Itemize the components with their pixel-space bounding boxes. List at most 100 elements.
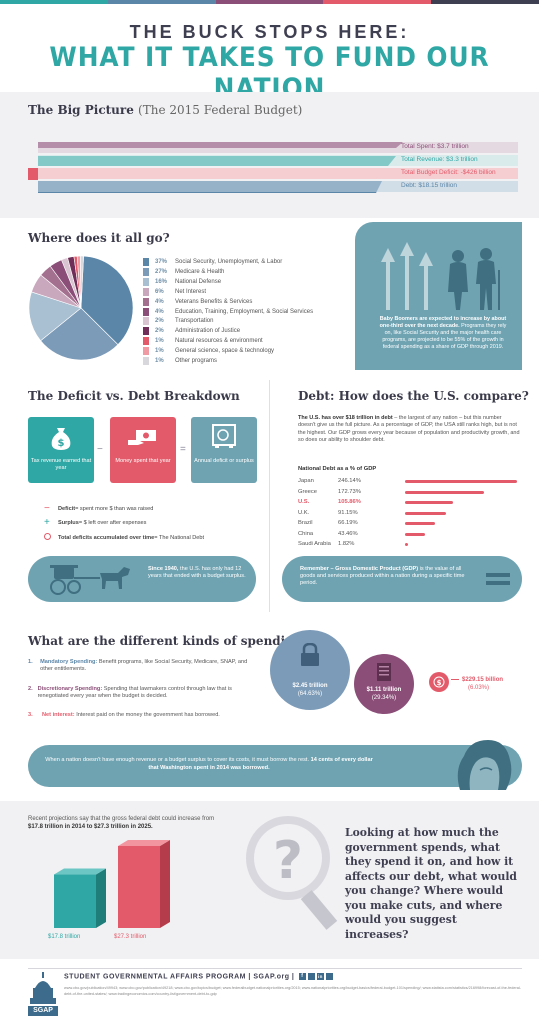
gdp-reminder-panel [282, 556, 522, 602]
circle-icon [44, 533, 58, 542]
debt-chart-value: 1.82% [338, 541, 355, 547]
spending-pie [28, 255, 134, 361]
gdp-reminder-bold: Remember – Gross Domestic Product (GDP) [300, 566, 419, 572]
document-icon [377, 663, 391, 681]
revenue-bar-track [38, 155, 518, 166]
debt-chart-bar [405, 480, 517, 483]
money-spent-label: Money spent that year [115, 458, 171, 464]
projection-column [54, 868, 106, 928]
borrowing-panel [28, 745, 522, 787]
pie-slice [28, 291, 82, 342]
spending-kinds-title: What are the different kinds of spending… [28, 634, 310, 648]
spent-bar-track [38, 142, 518, 153]
magnifying-glass-icon: ? [246, 816, 338, 930]
debt-key-bold: Total deficits accumulated over time [58, 534, 155, 541]
closing-question: Looking at how much the government spend… [345, 826, 517, 941]
legend-label: Medicare & Health [175, 268, 225, 275]
surplus-key-bold: Surplus [58, 519, 79, 526]
deficit-key-bold: Deficit [58, 505, 76, 512]
legend-item: 6% Net Interest [143, 287, 206, 297]
legend-item: 37% Social Security, Unemployment, & Labo… [143, 257, 282, 267]
projection-2025-label: $27.3 trillion [114, 934, 147, 940]
svg-text:$: $ [58, 438, 65, 449]
debt-chart-country: Saudi Arabia [298, 541, 331, 547]
legend-swatch [143, 277, 149, 286]
washington-portrait-icon [457, 740, 512, 790]
debt-key: Total deficits accumulated over time = T… [44, 533, 204, 542]
debt-chart-bar [405, 501, 454, 504]
deficit-key: − Deficit = spent more $ than was raised [44, 503, 153, 514]
legend-item: 2% Administration of Justice [143, 326, 240, 336]
debt-compare-title: Debt: How does the U.S. compare? [298, 389, 529, 403]
debt-chart-country: U.K. [298, 509, 310, 516]
debt-chart-country: Japan [298, 478, 314, 484]
projection-2014-label: $17.8 trillion [48, 934, 81, 940]
interest-value: $229.15 billion (6.03%) [462, 677, 503, 692]
legend-swatch [143, 317, 149, 326]
borrowing-text: When a nation doesn't have enough revenu… [44, 757, 374, 772]
debt-label: Debt: $18.15 trillion [401, 182, 458, 189]
spending-item-discretionary: 2. Discretionary Spending: Spending that… [28, 686, 260, 701]
legend-swatch [143, 337, 149, 346]
legend-label: Natural resources & environment [175, 338, 263, 345]
projection-bold: $17.8 trillion in 2014 to $27.3 trillion… [28, 823, 153, 830]
legend-item: 4% Veterans Benefits & Services [143, 297, 252, 307]
footer-title: STUDENT GOVERNMENTAL AFFAIRS PROGRAM | S… [64, 973, 333, 980]
legend-swatch [143, 297, 149, 306]
svg-text:?: ? [273, 831, 303, 891]
facebook-icon[interactable]: f [298, 973, 306, 980]
top-color-stripe [0, 0, 539, 4]
debt-chart-value: 105.86% [338, 499, 361, 505]
baby-boomer-bold: Baby Boomers are expected to increase by… [379, 316, 507, 329]
annual-deficit-label: Annual deficit or surplus [194, 458, 254, 464]
debt-chart-bar [405, 511, 447, 515]
annual-deficit-box [191, 417, 257, 483]
legend-percent: 37% [155, 259, 168, 265]
interest-amount: $229.15 billion [462, 677, 504, 683]
debt-chart-bar [405, 522, 436, 525]
gdp-reminder-text: Remember – Gross Domestic Product (GDP) … [300, 566, 468, 587]
header-title: WHAT IT TAKES TO FUND OUR NATION [49, 42, 490, 104]
legend-swatch [143, 327, 149, 336]
legend-percent: 6% [155, 288, 164, 295]
legend-percent: 2% [155, 318, 164, 325]
spending-item-text: Interest paid on the money the governmen… [74, 712, 220, 718]
debt-chart-value: 246.14% [338, 478, 361, 484]
debt-chart-row: Japan 246.14% [298, 476, 402, 486]
footer-citations: www.cbo.gov/publication/49943; www.cbo.g… [64, 986, 521, 996]
where-title: Where does it all go? [28, 231, 170, 245]
debt-chart-row: U.S. 105.86% [298, 497, 402, 507]
spending-item-mandatory: 1. Mandatory Spending: Benefit programs,… [28, 659, 260, 674]
legend-label: National Defense [175, 278, 222, 285]
legend-label: Net Interest [175, 288, 207, 295]
pie-slice [40, 307, 119, 361]
discretionary-amount: $1.11 trillion [366, 687, 402, 693]
revenue-label: Total Revenue: $3.3 trillion [401, 156, 478, 163]
baby-boomer-panel [355, 222, 522, 370]
legend-percent: 4% [155, 308, 164, 315]
twitter-icon[interactable] [325, 973, 333, 980]
coin-icon: $ [433, 676, 445, 688]
legend-swatch [143, 347, 149, 356]
legend-item: 1% Other programs [143, 356, 217, 366]
interest-percent: (6.03%) [468, 684, 490, 691]
legend-item: 16% National Defense [143, 277, 221, 287]
legend-label: Other programs [175, 358, 218, 364]
projection-detail: Recent projections say that the gross fe… [28, 816, 215, 822]
big-picture-subtitle: (The 2015 Federal Budget) [138, 103, 303, 117]
equals-sign: = [180, 444, 186, 455]
spending-item-number: 2. [28, 686, 33, 692]
mandatory-circle [270, 630, 350, 710]
legend-item: 1% General science, space & technology [143, 346, 274, 356]
legend-percent: 16% [155, 278, 168, 285]
debt-chart-row: Brazil 66.19% [298, 518, 402, 528]
debt-chart-value: 172.73% [338, 488, 361, 495]
spending-item-bold: Net interest: [42, 712, 75, 718]
linkedin-icon[interactable]: in [316, 973, 324, 980]
legend-swatch [143, 258, 149, 266]
debt-chart-row: U.K. 91.15% [298, 508, 402, 518]
debt-key-text: = The National Debt [154, 534, 205, 541]
pie-slice [80, 255, 134, 346]
spent-label: Total Spent: $3.7 trillion [401, 143, 469, 150]
instagram-icon[interactable] [307, 973, 315, 980]
